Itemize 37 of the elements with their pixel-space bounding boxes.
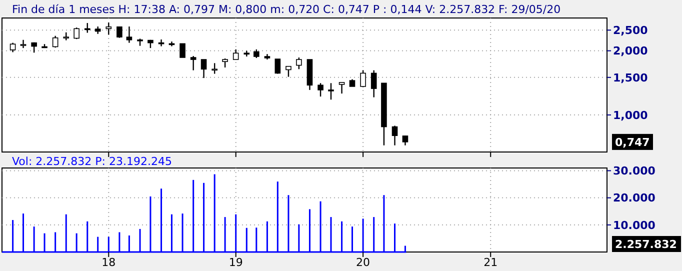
candlestick [200,58,207,79]
chart-title: Vol: 2.257.832 P: 23.192.245 [12,155,172,168]
candlestick [360,70,366,88]
text: 0,747 [615,136,650,149]
candlestick [318,82,324,98]
candlestick [84,22,90,34]
candlestick [328,82,334,100]
y-tick-label: 10.000 [613,218,656,232]
candlestick [232,48,239,60]
candlestick [106,22,112,36]
candlestick [10,42,16,53]
y-tick-label: 1,500 [613,71,648,84]
candlestick [180,43,186,58]
candlestick [74,26,80,40]
chart-title: Fin de día 1 meses H: 17:38 A: 0,797 M: 0,800 m: 0,720 C: 0,747 P : 0,144 V: 2.257.832 F: 29/05/20 [12,3,561,16]
candlestick [402,134,408,146]
candlestick [338,82,345,94]
text: 2.257.832 [615,238,677,251]
candlestick [392,125,398,146]
candlestick [190,55,196,71]
candlestick [370,70,377,98]
candlestick [52,35,58,48]
x-tick-label: 20 [356,256,370,269]
candlestick [274,58,281,74]
y-tick-label: 1,000 [613,108,648,122]
x-tick-label: 18 [102,256,116,269]
x-tick-label: 21 [484,256,498,269]
candlestick [126,26,132,44]
y-tick-label: 2,000 [613,44,648,58]
candlestick [212,62,218,74]
y-tick-label: 20.000 [613,192,656,205]
y-tick-label: 30.000 [613,164,656,178]
candlestick [20,39,26,49]
candlestick [286,66,292,78]
x-tick-label: 19 [228,256,243,269]
candlestick [296,56,302,70]
y-tick-label: 2,500 [613,24,648,37]
